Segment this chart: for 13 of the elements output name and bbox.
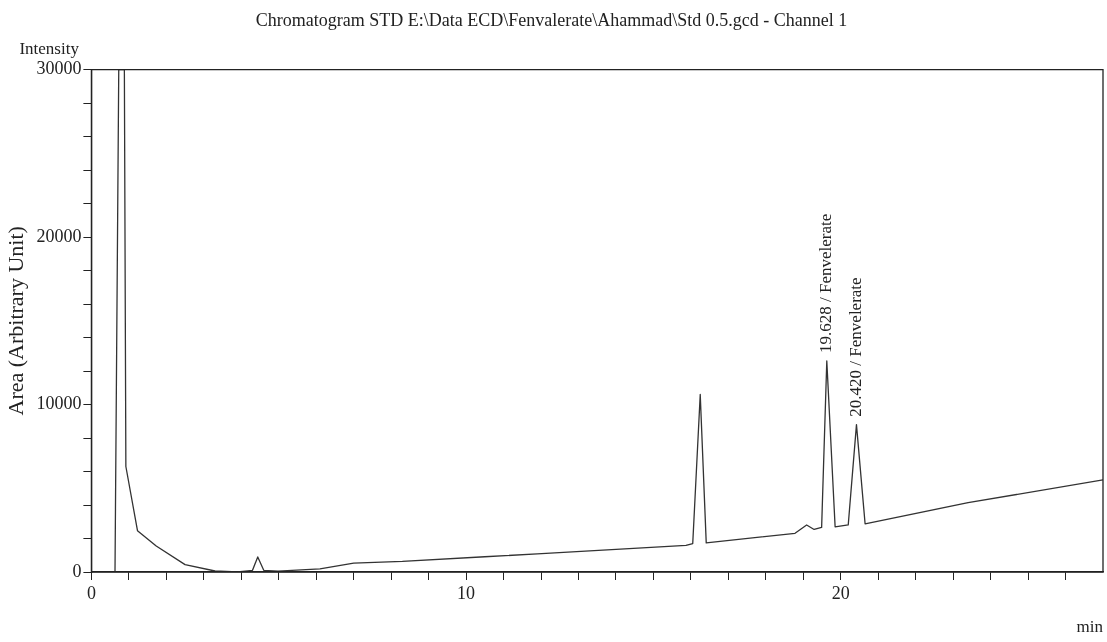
x-tick-label: 20 [831, 582, 850, 603]
y-axis-title: Area (Arbitrary Unit) [2, 226, 28, 416]
y-tick-label: 30000 [36, 58, 82, 79]
y-tick-label: 10000 [36, 393, 82, 414]
x-tick-label: 10 [457, 582, 476, 603]
annotation: 20.420 / Fenvelerate [845, 277, 865, 417]
text: Intensity [19, 38, 80, 58]
y-tick-label: 0 [72, 560, 82, 581]
x-tick-label: 0 [86, 582, 96, 603]
chart-title: Chromatogram STD E:\Data ECD\Fenvalerate\Ahammad\Std 0.5.gcd - Channel 1 [255, 9, 848, 30]
y-tick-label: 20000 [36, 225, 82, 246]
x-axis-title: min [1076, 617, 1104, 637]
annotation: 19.628 / Fenvelerate [816, 213, 836, 353]
